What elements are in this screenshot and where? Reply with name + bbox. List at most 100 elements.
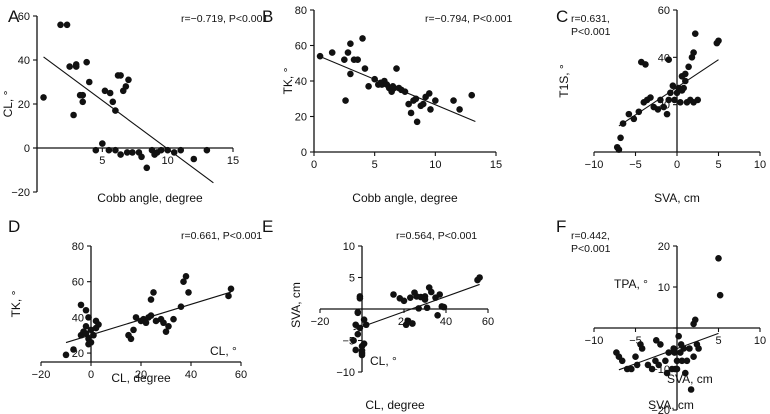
x-axis-label: SVA, cm	[648, 398, 694, 412]
data-point	[177, 303, 185, 310]
data-point	[667, 89, 674, 97]
stat-annotation-line: r=0.442,	[571, 230, 610, 242]
data-point	[359, 35, 366, 42]
panel-letter: A	[8, 7, 20, 26]
data-point	[112, 146, 119, 154]
data-point	[665, 56, 672, 63]
data-point	[164, 146, 171, 154]
data-point	[87, 339, 95, 346]
data-point	[99, 140, 106, 147]
data-point	[675, 332, 682, 340]
x-tick-label: −20	[32, 369, 51, 381]
y-tick-label: 0	[301, 147, 307, 159]
x-tick-label: 60	[235, 369, 247, 381]
data-point	[686, 345, 693, 352]
y-tick-label: 20	[658, 241, 670, 253]
data-point	[401, 88, 409, 95]
data-point	[123, 149, 131, 156]
data-point	[328, 49, 336, 56]
data-point	[432, 97, 439, 104]
y-tick-label: −10	[336, 367, 355, 379]
data-point	[657, 96, 664, 104]
data-point	[691, 316, 699, 324]
data-point	[377, 79, 385, 87]
data-point	[665, 349, 672, 356]
data-point	[682, 77, 689, 85]
x-tick-label: 0	[674, 159, 680, 171]
data-point	[409, 320, 416, 327]
data-point	[678, 87, 686, 94]
data-point	[85, 314, 92, 321]
x-tick-label: 5	[99, 155, 105, 167]
y-axis-label: TK, °	[9, 290, 23, 317]
data-point	[716, 291, 724, 299]
data-point	[671, 349, 678, 356]
data-point	[389, 83, 397, 90]
x-tick-label: −5	[629, 159, 642, 171]
y-tick-label: 10	[343, 241, 355, 253]
data-point	[468, 91, 476, 99]
data-point	[147, 312, 155, 319]
x-tick-label: 10	[162, 155, 174, 167]
x-axis-label: SVA, cm	[654, 191, 700, 205]
data-point	[316, 52, 324, 60]
data-point	[79, 98, 87, 106]
stat-annotation: r=0.442, P<0.001	[571, 230, 611, 255]
y-tick-label: 40	[295, 76, 307, 88]
data-point	[405, 100, 412, 108]
data-point	[619, 120, 627, 127]
data-point	[358, 351, 366, 359]
data-point	[105, 146, 113, 154]
data-point	[83, 58, 90, 66]
data-point	[652, 337, 660, 344]
data-point	[682, 70, 689, 78]
data-point	[673, 365, 681, 373]
data-point	[101, 87, 109, 95]
data-point	[85, 78, 93, 86]
data-point	[615, 146, 623, 153]
data-point	[440, 303, 448, 311]
data-point	[635, 108, 643, 116]
data-point	[421, 296, 429, 303]
inner-x-axis-label: SVA, cm	[667, 372, 713, 386]
panel-a: A 5 10 15 60 40 20 0 −20 Cobb angle, degree CL, ° r…	[1, 7, 268, 205]
x-tick-label: 5	[715, 335, 721, 347]
data-point	[663, 369, 671, 377]
x-axis-label: Cobb angle, degree	[352, 191, 458, 205]
data-point	[127, 335, 135, 343]
data-point	[66, 63, 73, 70]
x-tick-label: −20	[311, 316, 330, 328]
data-point	[683, 357, 691, 365]
data-point	[350, 337, 357, 344]
data-point	[682, 369, 689, 377]
y-tick-label: 20	[295, 112, 307, 124]
data-point	[691, 30, 699, 37]
data-point	[129, 149, 136, 156]
data-point	[77, 301, 85, 309]
data-point	[371, 75, 378, 83]
data-point	[660, 103, 668, 111]
data-point	[143, 164, 151, 172]
y-tick-label: 60	[18, 11, 30, 23]
data-point	[633, 361, 641, 369]
x-tick-label: −10	[585, 335, 604, 347]
data-point	[112, 107, 119, 114]
data-point	[644, 361, 652, 369]
data-point	[642, 61, 649, 68]
stat-annotation: r=0.564, P<0.001	[396, 230, 477, 242]
data-point	[665, 96, 672, 104]
data-point	[356, 324, 364, 332]
data-point	[690, 353, 697, 361]
data-point	[72, 63, 80, 70]
data-point	[352, 346, 360, 354]
data-point	[117, 72, 124, 79]
data-point	[617, 134, 624, 142]
panel-letter: C	[556, 7, 568, 26]
y-tick-label: 0	[24, 143, 30, 155]
y-tick-label: 80	[295, 5, 307, 17]
data-point	[677, 99, 684, 106]
data-point	[203, 146, 211, 154]
data-point	[690, 49, 697, 56]
